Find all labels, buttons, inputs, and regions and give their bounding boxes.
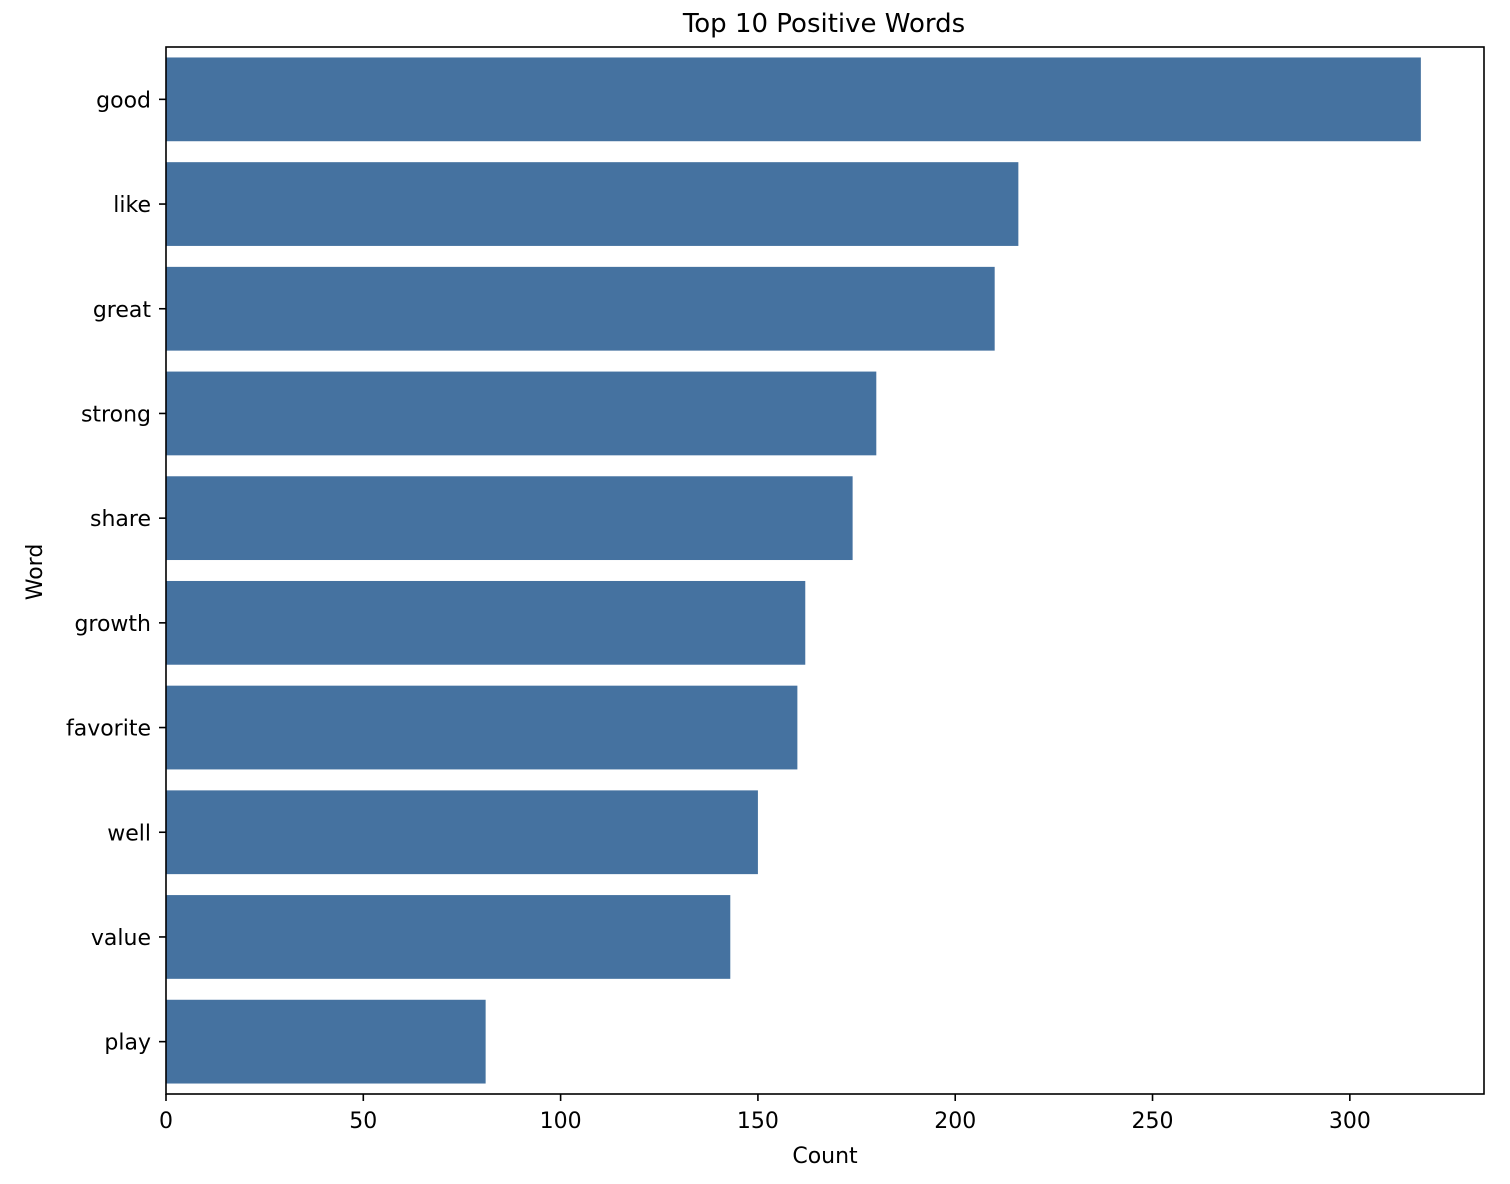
x-tick-label-300: 300 <box>1329 1109 1371 1134</box>
y-tick-label-favorite: favorite <box>66 717 151 742</box>
y-tick-label-play: play <box>104 1031 151 1056</box>
bar-like <box>166 162 1019 246</box>
x-axis-ticks: 0 50 100 150 200 250 300 <box>159 1094 1371 1134</box>
x-tick-label-150: 150 <box>737 1109 779 1134</box>
bar-good <box>166 57 1421 142</box>
y-axis-ticks: good like great strong share growth favorite we… <box>66 88 166 1056</box>
bar-great <box>166 266 995 351</box>
y-tick-label-growth: growth <box>74 612 151 637</box>
y-tick-label-share: share <box>90 507 151 532</box>
bar-strong <box>166 371 877 456</box>
y-tick-label-great: great <box>93 298 152 323</box>
y-tick-label-value: value <box>91 926 151 951</box>
bar-growth <box>166 580 806 665</box>
x-tick-label-100: 100 <box>540 1109 582 1134</box>
y-tick-label-well: well <box>107 821 151 846</box>
bar-well <box>166 790 758 875</box>
y-axis-label: Word <box>23 544 48 601</box>
plot-frame <box>165 46 1485 1095</box>
bar-play <box>166 999 486 1084</box>
bar-value <box>166 895 731 979</box>
x-tick-label-250: 250 <box>1132 1109 1174 1134</box>
chart-title: Top 10 Positive Words <box>682 9 965 39</box>
bar-share <box>166 476 853 561</box>
bars-group <box>166 57 1421 1084</box>
x-tick-label-0: 0 <box>159 1109 173 1134</box>
y-tick-label-strong: strong <box>81 402 151 427</box>
x-tick-label-50: 50 <box>349 1109 377 1134</box>
y-tick-label-like: like <box>113 193 151 218</box>
x-axis-label: Count <box>792 1144 858 1169</box>
y-tick-label-good: good <box>96 88 151 113</box>
bar-favorite <box>166 685 798 770</box>
x-tick-label-200: 200 <box>934 1109 976 1134</box>
